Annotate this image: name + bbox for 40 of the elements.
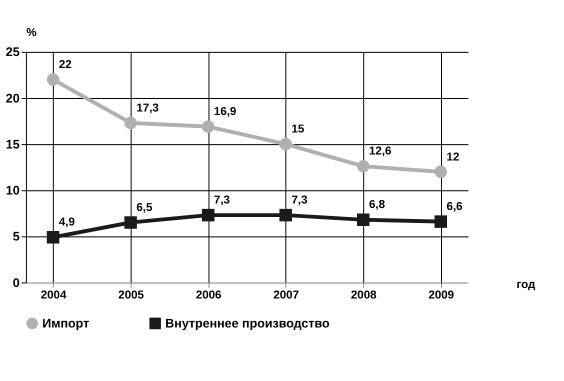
x-tick-label: 2007	[273, 289, 299, 302]
point	[124, 116, 137, 130]
x-tick-label: 2005	[118, 289, 144, 302]
data-label: 6,5	[136, 202, 153, 214]
y-tick-label: 5	[12, 230, 20, 244]
point	[356, 160, 370, 173]
data-label: 12,6	[369, 146, 392, 158]
point	[279, 138, 292, 150]
data-label: 6,6	[446, 201, 463, 214]
point	[46, 73, 60, 86]
y-tick-label: 25	[6, 45, 20, 60]
x-tick-label: 2008	[350, 289, 378, 302]
legend-label: Импорт	[42, 316, 90, 330]
data-label: 22	[58, 59, 72, 72]
y-tick-label: 10	[6, 184, 20, 198]
y-tick-label: 0	[12, 276, 20, 290]
y-tick-label: 20	[6, 91, 20, 106]
data-label: 7,3	[214, 194, 230, 207]
y-tick-label: 15	[6, 137, 20, 152]
x-tick-label: 2009	[428, 289, 454, 302]
x-axis-title: год	[516, 278, 536, 291]
x-tick-label: 2006	[196, 289, 222, 302]
legend-label: Внутреннее производство	[165, 316, 330, 330]
point	[202, 120, 214, 133]
data-label: 6,8	[369, 199, 386, 212]
data-label: 4,9	[58, 216, 75, 229]
data-label: 12	[446, 151, 460, 164]
data-label: 16,9	[214, 106, 236, 118]
data-label: 17,3	[136, 102, 159, 114]
data-label: 15	[291, 124, 305, 136]
point	[124, 216, 137, 229]
point	[202, 208, 214, 222]
point	[356, 213, 370, 226]
point	[46, 231, 60, 244]
point	[434, 215, 448, 228]
point	[434, 166, 448, 178]
data-label: 7,3	[291, 194, 308, 207]
x-tick-label: 2004	[40, 289, 67, 302]
point	[279, 208, 292, 222]
y-axis-title: %	[26, 27, 37, 40]
